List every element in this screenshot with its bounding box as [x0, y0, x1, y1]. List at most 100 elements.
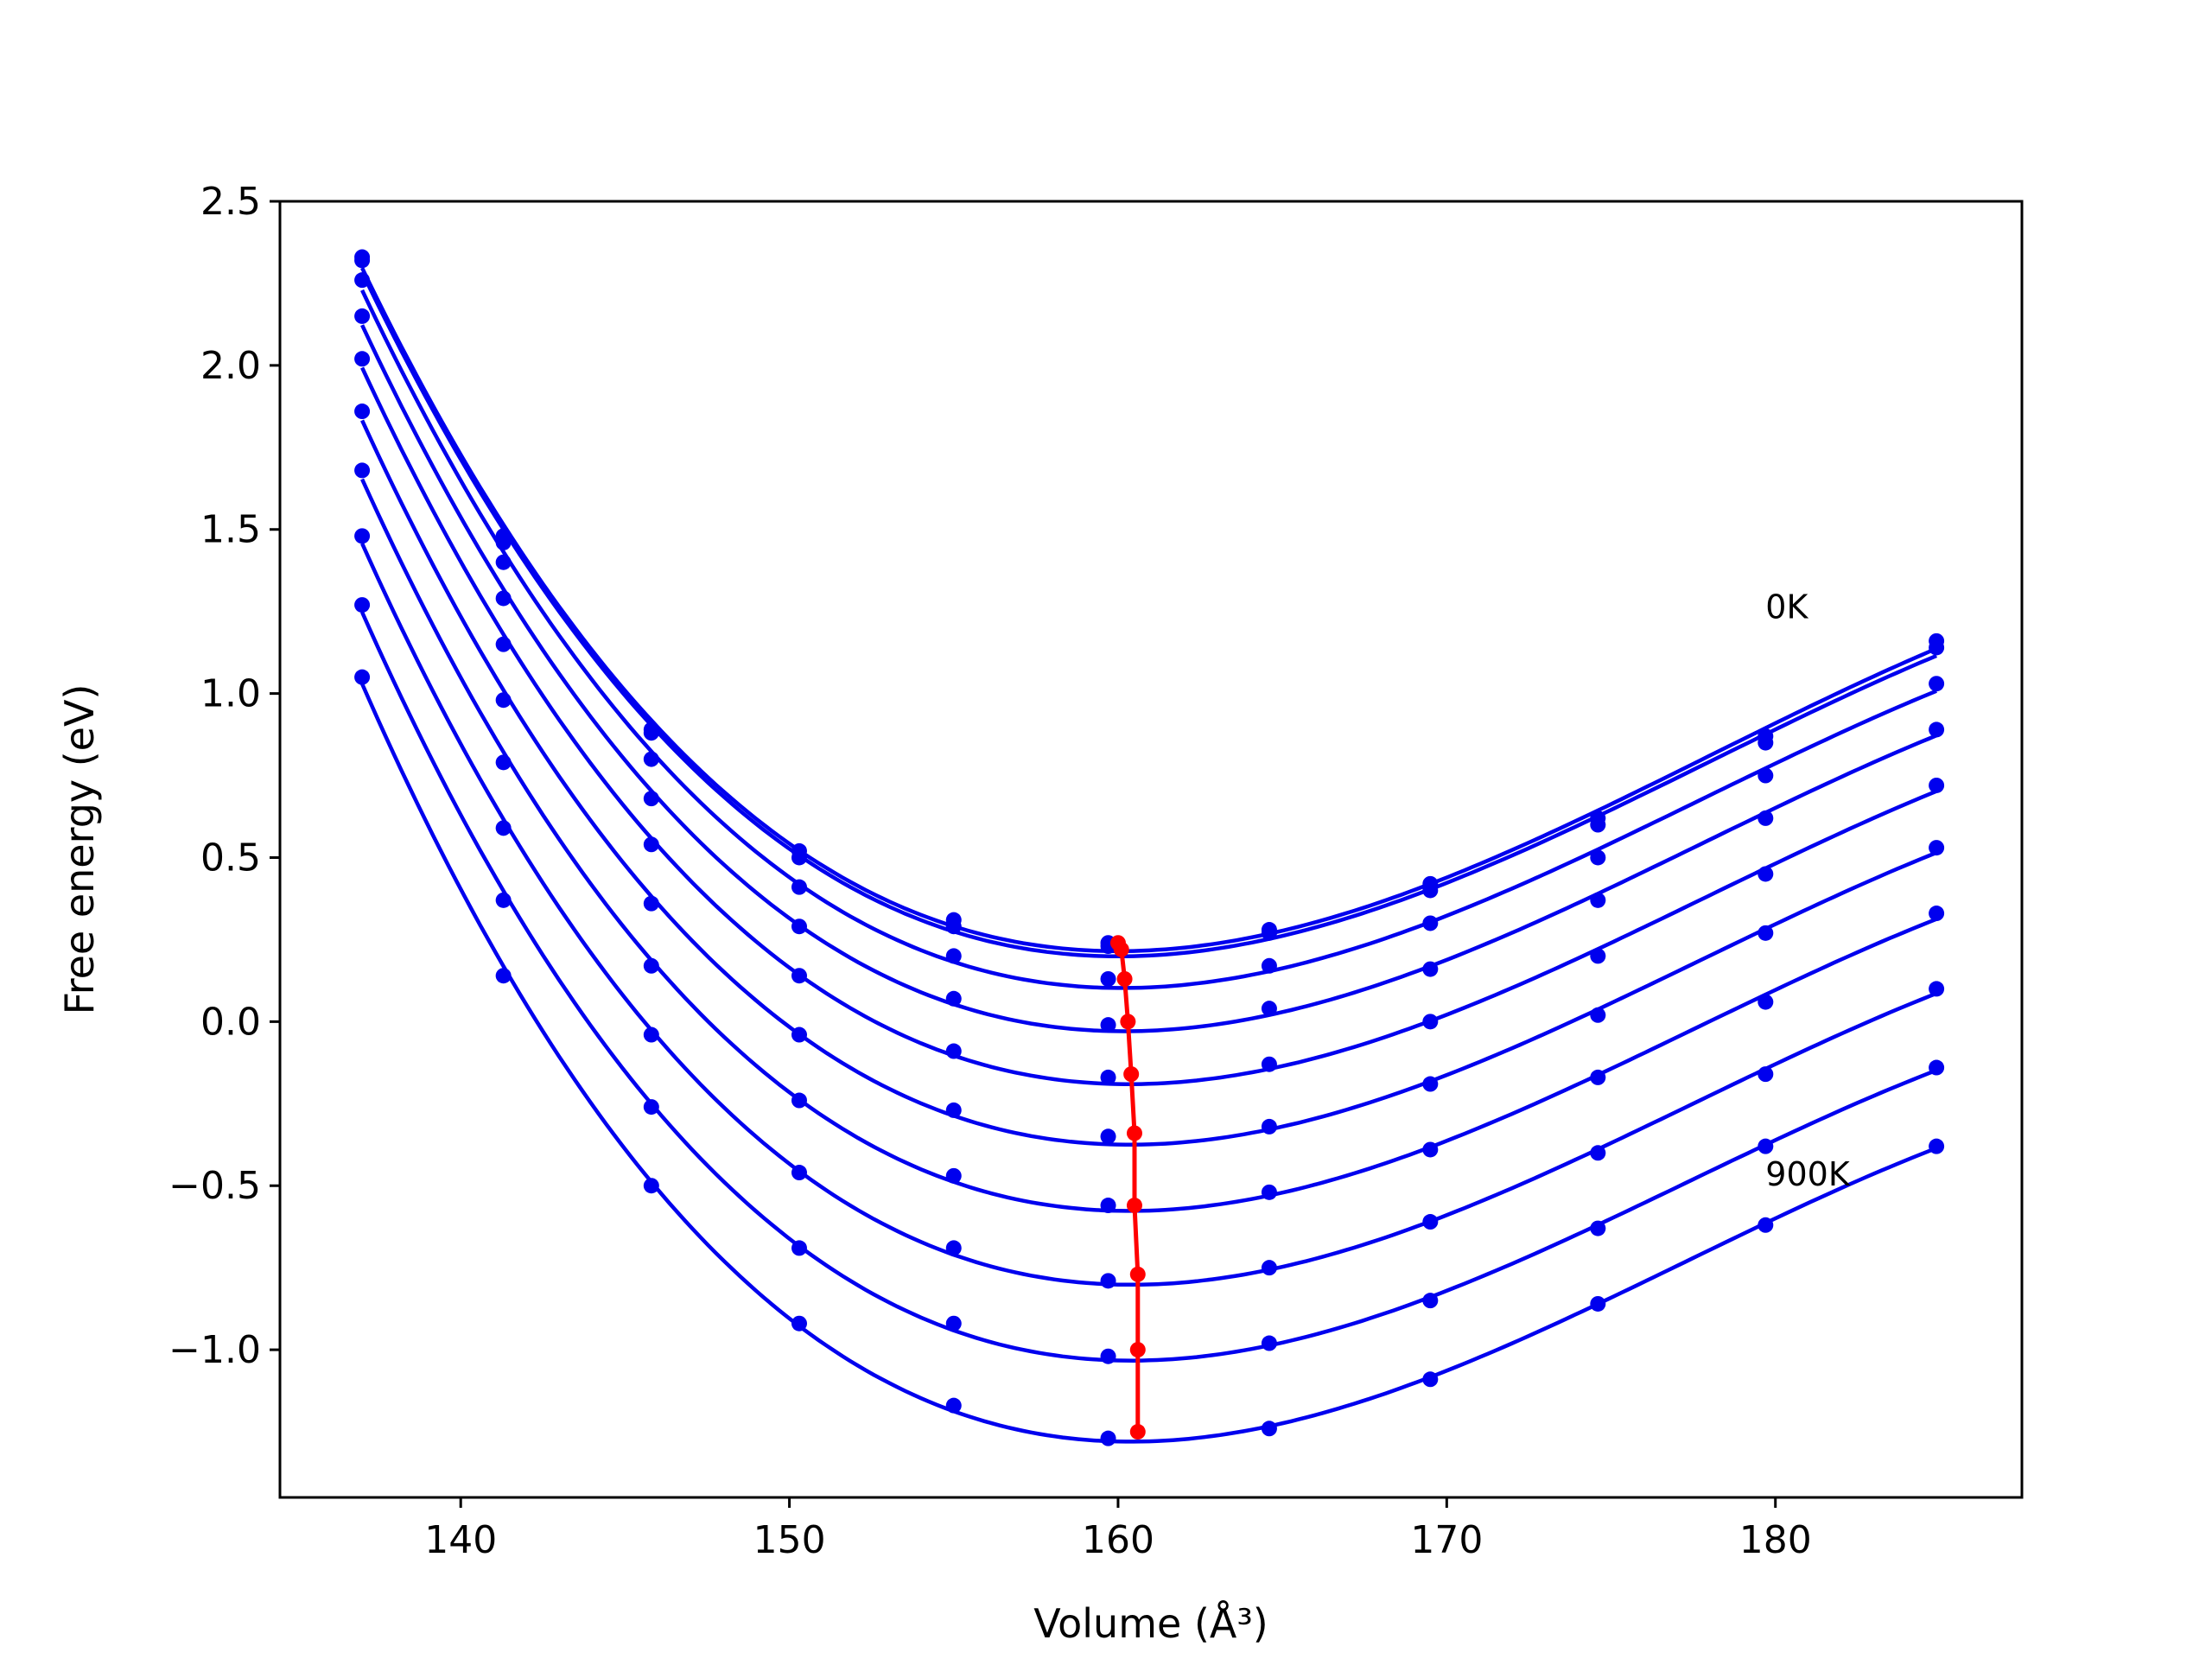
data-point — [1422, 1014, 1439, 1030]
data-point — [1261, 1260, 1277, 1276]
data-point — [354, 272, 371, 289]
data-point — [354, 528, 371, 544]
minimum-point — [1120, 1014, 1136, 1030]
data-point — [945, 1315, 962, 1332]
data-point — [1758, 1138, 1774, 1154]
data-point — [643, 791, 659, 807]
data-point — [1261, 1335, 1277, 1351]
y-tick-label: −0.5 — [168, 1164, 261, 1208]
fit-curve-8 — [360, 611, 1937, 1363]
minima-path — [1116, 942, 1141, 1433]
data-point — [1261, 1421, 1277, 1437]
data-point — [1422, 1076, 1439, 1092]
temperature-annotation: 900K — [1765, 1155, 1851, 1193]
x-axis-ticks: 140 150 160 170 180 — [424, 1497, 1812, 1562]
y-tick-label: 0.5 — [200, 836, 261, 880]
y-tick-label: 2.5 — [200, 180, 261, 224]
data-point — [945, 1240, 962, 1256]
minima-line — [1109, 935, 1146, 1440]
minimum-point — [1126, 1125, 1142, 1141]
data-point — [1929, 840, 1945, 856]
data-point — [354, 252, 371, 269]
data-point — [1422, 1371, 1439, 1388]
data-point — [1261, 1184, 1277, 1200]
data-point — [495, 590, 512, 607]
data-point — [1100, 1128, 1116, 1145]
x-tick-label: 160 — [1082, 1518, 1154, 1562]
data-point — [1758, 866, 1774, 882]
data-point — [1422, 882, 1439, 899]
data-point — [1422, 1214, 1439, 1230]
data-point — [1100, 1273, 1116, 1289]
data-point — [1590, 1007, 1606, 1023]
data-point — [945, 1167, 962, 1184]
data-point — [1590, 817, 1606, 833]
fit-curve-1 — [360, 271, 1937, 959]
data-point — [1590, 892, 1606, 908]
data-point — [945, 918, 962, 935]
y-tick-label: 1.5 — [200, 508, 261, 552]
data-point — [354, 351, 371, 367]
data-point — [1422, 1293, 1439, 1309]
data-point — [643, 1027, 659, 1043]
data-point — [1422, 1141, 1439, 1158]
fit-curve-3 — [360, 324, 1937, 1033]
temperature-annotation: 0K — [1765, 588, 1808, 626]
data-point — [1590, 1220, 1606, 1236]
data-point — [1929, 1138, 1945, 1154]
fit-curve-5 — [360, 419, 1937, 1147]
minimum-point — [1129, 1342, 1146, 1358]
data-point — [1758, 1217, 1774, 1233]
y-axis-ticks: −1.0 −0.5 0.0 0.5 1.0 1.5 2.0 2.5 — [168, 180, 280, 1372]
data-point — [1100, 971, 1116, 987]
data-point — [791, 918, 807, 935]
data-point — [1590, 1145, 1606, 1161]
data-point — [354, 462, 371, 479]
data-point — [791, 1027, 807, 1043]
data-point — [1929, 721, 1945, 738]
data-point — [1758, 767, 1774, 784]
data-point — [1758, 810, 1774, 826]
data-point — [495, 820, 512, 836]
data-point — [495, 534, 512, 550]
x-tick-label: 140 — [424, 1518, 497, 1562]
data-point — [1100, 1348, 1116, 1364]
data-point — [1261, 1056, 1277, 1072]
data-point — [354, 597, 371, 613]
data-point — [945, 1043, 962, 1059]
fit-curve-0 — [360, 267, 1937, 954]
data-point — [643, 751, 659, 767]
data-point — [945, 990, 962, 1007]
data-point — [791, 1315, 807, 1332]
data-point — [1758, 994, 1774, 1010]
data-point — [495, 968, 512, 984]
data-point — [1590, 1069, 1606, 1085]
minimum-point — [1113, 941, 1129, 957]
data-point — [1590, 948, 1606, 964]
fit-curve-9 — [360, 683, 1937, 1444]
data-point — [1929, 777, 1945, 793]
data-point — [791, 1165, 807, 1181]
data-point — [643, 1178, 659, 1194]
y-tick-label: 1.0 — [200, 672, 261, 716]
x-tick-label: 170 — [1410, 1518, 1483, 1562]
data-point — [495, 892, 512, 908]
data-points — [354, 249, 1945, 1446]
y-tick-label: 0.0 — [200, 1000, 261, 1044]
data-point — [354, 404, 371, 420]
data-point — [1758, 1066, 1774, 1083]
data-point — [1100, 1069, 1116, 1085]
data-point — [791, 879, 807, 895]
data-point — [1590, 1295, 1606, 1312]
data-point — [495, 754, 512, 771]
data-point — [643, 836, 659, 853]
data-point — [1261, 1001, 1277, 1017]
data-point — [1929, 1059, 1945, 1076]
data-point — [495, 554, 512, 570]
data-point — [354, 308, 371, 324]
data-point — [1422, 961, 1439, 977]
data-point — [1100, 1198, 1116, 1214]
y-axis-label: Free energy (eV) — [56, 684, 103, 1015]
data-point — [354, 669, 371, 685]
annotations: 0K 900K — [1765, 588, 1851, 1193]
